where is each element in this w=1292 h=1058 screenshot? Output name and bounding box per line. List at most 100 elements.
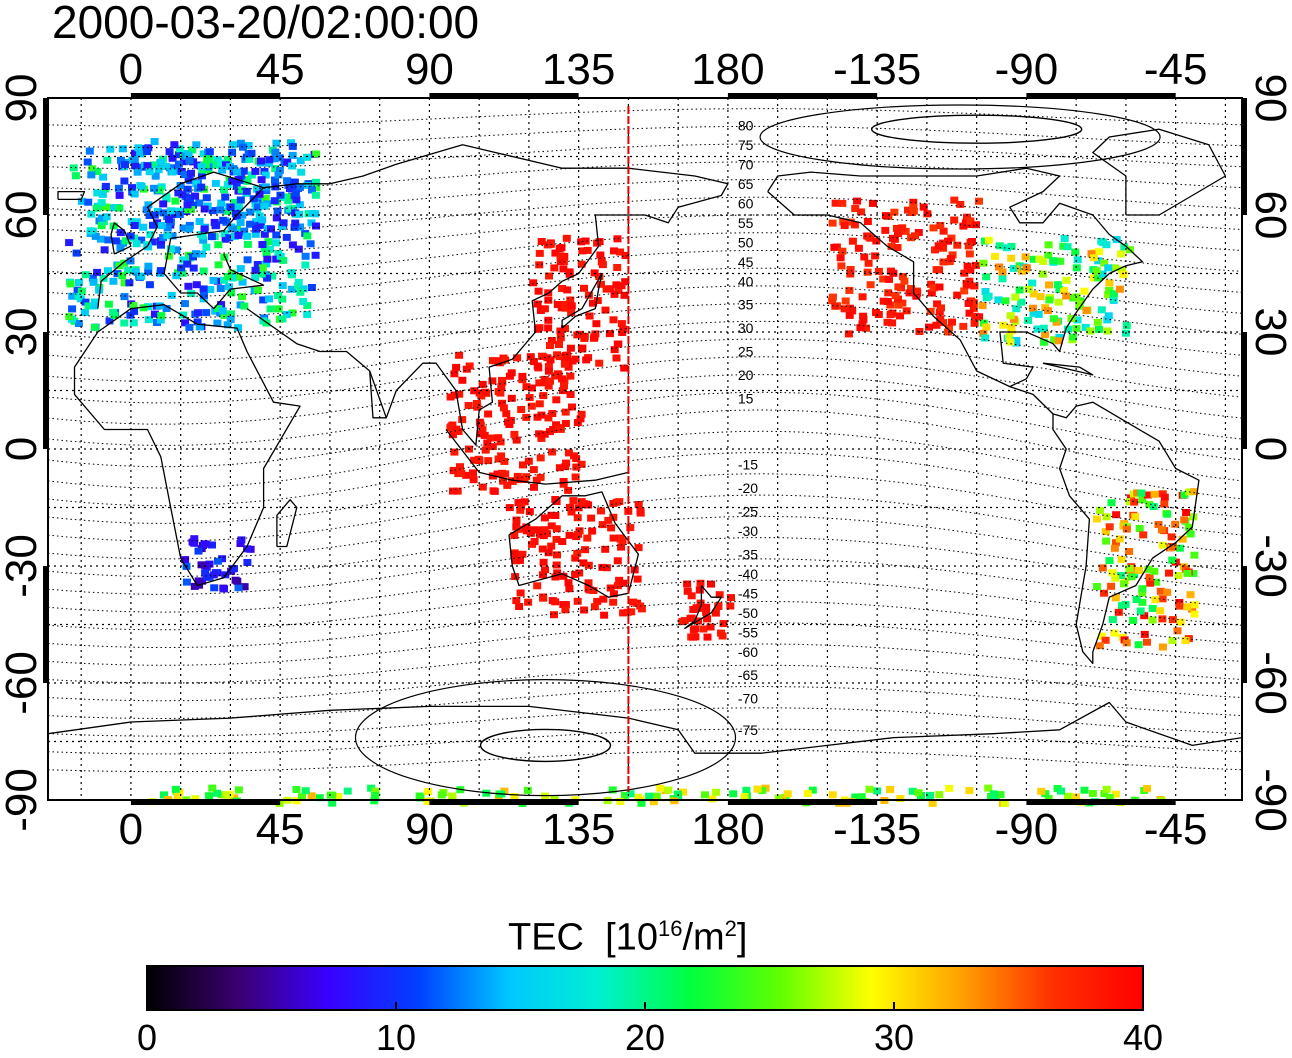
frame-bar [130, 93, 281, 98]
tec-point [68, 292, 77, 300]
y-tick-right: 0 [1246, 437, 1292, 461]
tec-point [683, 587, 692, 595]
tec-point [837, 262, 846, 270]
tec-point [295, 183, 304, 191]
tec-point [533, 325, 542, 333]
tec-point [929, 284, 938, 292]
tec-point [902, 307, 911, 315]
tec-point [564, 579, 573, 587]
tec-point [533, 300, 542, 308]
tec-point [1111, 594, 1120, 602]
tec-point [711, 609, 720, 617]
tec-point [617, 320, 626, 328]
tec-point [199, 236, 208, 244]
contour-line [47, 178, 1243, 213]
tec-point [1054, 337, 1063, 345]
tec-point [265, 156, 274, 164]
tec-point [1060, 235, 1069, 242]
tec-point [130, 190, 139, 198]
tec-point [1071, 248, 1080, 256]
tec-point [979, 319, 988, 327]
tec-point [529, 279, 538, 287]
coastline [1009, 385, 1200, 665]
tec-point [803, 790, 812, 798]
tec-point [100, 246, 109, 254]
tec-point [157, 312, 166, 320]
y-tick-right: -30 [1246, 534, 1292, 598]
tec-point [982, 294, 991, 302]
tec-point [703, 633, 712, 641]
tec-point [1064, 792, 1072, 800]
tec-point [512, 436, 521, 444]
tec-point [874, 267, 883, 275]
tec-point [542, 530, 551, 538]
tec-point [1112, 511, 1121, 519]
tec-point [287, 139, 295, 147]
tec-point [257, 270, 266, 278]
y-tick-right: 90 [1246, 74, 1292, 123]
tec-point [552, 396, 561, 404]
tec-point [613, 557, 622, 565]
coastline [369, 370, 387, 419]
tec-point [167, 207, 176, 215]
tec-point [1098, 270, 1107, 278]
tec-point [608, 786, 617, 794]
tec-point [577, 410, 586, 418]
tec-point [926, 307, 935, 315]
colorbar-tick-label: 10 [375, 1017, 417, 1058]
tec-point [995, 242, 1004, 250]
tec-point [774, 794, 783, 802]
tec-point [555, 353, 564, 361]
tec-point [1054, 298, 1063, 306]
tec-point [1105, 523, 1114, 531]
tec-point [1135, 566, 1144, 574]
tec-point [565, 531, 574, 539]
tec-point [243, 232, 252, 240]
tec-point [120, 293, 129, 301]
tec-point [111, 237, 120, 245]
tec-point [145, 281, 154, 289]
tec-point [1150, 490, 1159, 498]
tec-point [597, 280, 605, 288]
tec-point [1104, 291, 1112, 299]
tec-point [1102, 241, 1111, 249]
tec-point [537, 411, 546, 419]
contour-label: -30 [738, 523, 758, 539]
tec-point [1118, 266, 1127, 274]
tec-point [539, 558, 548, 566]
tec-point [558, 375, 566, 383]
tec-data-points [65, 138, 1199, 807]
tec-point [1044, 251, 1053, 259]
tec-point [247, 149, 256, 157]
tec-point [975, 197, 983, 205]
tec-point [129, 302, 138, 309]
tec-point [886, 785, 895, 793]
tec-point [1093, 515, 1101, 523]
tec-point [527, 402, 536, 410]
tec-point [539, 594, 548, 602]
tec-point [220, 276, 228, 284]
x-tick-top: 45 [256, 45, 305, 94]
contour-line [47, 494, 1243, 560]
tec-point [238, 278, 247, 286]
tec-point [311, 191, 320, 199]
x-tick-bottom: 135 [542, 805, 615, 854]
tec-point [1011, 293, 1020, 301]
tec-point [157, 158, 165, 166]
contour-line [47, 161, 1243, 191]
tec-point [66, 280, 75, 288]
tec-point [256, 221, 265, 229]
tec-point [298, 793, 306, 801]
tec-point [1097, 306, 1106, 314]
frame-bar [429, 800, 579, 805]
tec-point [216, 285, 225, 292]
tec-point [963, 213, 971, 221]
tec-point [107, 204, 116, 212]
tec-point [502, 410, 511, 418]
tec-point [1125, 548, 1134, 555]
contour-line [47, 196, 1243, 234]
tec-point [367, 784, 376, 792]
tec-point [617, 543, 626, 551]
region-south-america [1093, 488, 1199, 651]
